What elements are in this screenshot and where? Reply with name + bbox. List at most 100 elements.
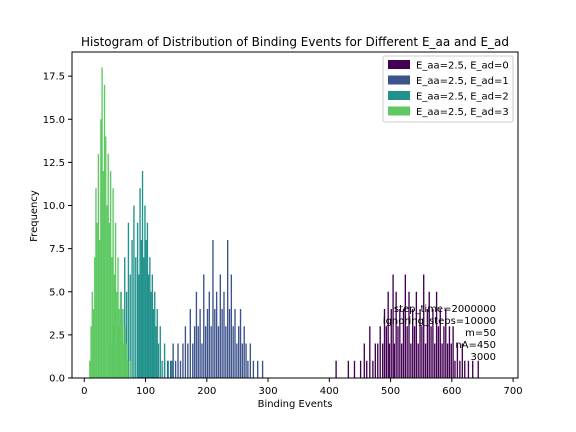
histogram-bar [379, 326, 381, 378]
histogram-bar [208, 291, 210, 378]
histogram-bar [187, 343, 189, 378]
legend-label: E_aa=2.5, E_ad=0 [416, 61, 509, 72]
histogram-bar [179, 360, 182, 378]
legend-swatch [388, 75, 410, 85]
histogram-bar [96, 222, 98, 378]
histogram-bar [105, 136, 107, 378]
legend-swatch [388, 91, 410, 100]
histogram-bar [154, 291, 156, 378]
y-axis-label: Frequency [29, 190, 40, 242]
y-tick-label: 2.5 [49, 330, 65, 341]
histogram-bar [435, 291, 438, 378]
histogram-bar [125, 343, 128, 378]
histogram-bar [247, 360, 249, 378]
histogram-bar [353, 360, 356, 378]
legend-box [382, 55, 514, 123]
histogram-bar [413, 326, 416, 378]
histogram-bar [152, 309, 155, 378]
histogram-bar [204, 326, 207, 378]
x-tick-label: 200 [197, 386, 216, 397]
histogram-bar [114, 222, 117, 378]
histogram-bar [261, 360, 264, 378]
histogram-bar [428, 291, 430, 378]
plot-area-frame [71, 51, 519, 379]
annotation-line-4: nA=450 [455, 340, 496, 351]
histogram-bar [141, 171, 144, 378]
histogram-bar [230, 274, 233, 378]
histogram-bar [359, 360, 362, 378]
histogram-bar [461, 343, 463, 378]
histogram-bar [203, 274, 205, 378]
histogram-bar [100, 119, 102, 379]
histogram-bar [129, 360, 131, 378]
histogram-bar [111, 257, 113, 378]
histogram-bar [122, 309, 124, 378]
histogram-bar [155, 326, 157, 378]
histogram-bar [201, 343, 203, 378]
histogram-bar [193, 326, 196, 378]
x-tick-label: 700 [504, 386, 523, 397]
histogram-bar [408, 291, 410, 378]
histogram-bar [430, 326, 432, 378]
histogram-bar [434, 343, 436, 378]
y-tick-label: 10.0 [43, 201, 65, 212]
histogram-bar [145, 240, 147, 378]
legend: E_aa=2.5, E_ad=0 E_aa=2.5, E_ad=1 E_aa=2.5… [382, 55, 514, 123]
histogram-bar [195, 291, 198, 378]
histogram-bar [372, 360, 374, 378]
histogram-bar [112, 188, 114, 378]
histogram-bar [450, 343, 452, 378]
histogram-bar [243, 326, 245, 378]
histogram-bar [400, 343, 403, 378]
chart-title: Histogram of Distribution of Binding Eve… [81, 35, 509, 49]
histogram-bar [377, 343, 379, 378]
annotation-line-3: m=50 [465, 328, 496, 339]
histogram-bar [432, 309, 434, 378]
histogram-bar [139, 188, 141, 378]
histogram-bar [131, 240, 133, 378]
histogram-bar [146, 222, 149, 378]
histogram-bar [129, 274, 131, 378]
x-tick-label: 500 [381, 386, 400, 397]
histogram-bar [387, 291, 389, 378]
legend-label: E_aa=2.5, E_ad=3 [416, 107, 509, 118]
histogram-bar [404, 274, 407, 378]
histogram-bar [423, 274, 425, 378]
histogram-bar [347, 360, 350, 378]
histogram-bar [415, 291, 418, 378]
histogram-bar [89, 360, 91, 378]
histogram-bar [167, 360, 169, 378]
histogram-bar [426, 309, 429, 378]
histogram-bar [192, 343, 194, 378]
histogram-bar [223, 291, 225, 378]
histogram-bar [419, 309, 421, 378]
histogram-bar [456, 343, 459, 378]
histogram-bar [388, 343, 391, 378]
histogram-bar [467, 360, 470, 378]
histogram-bar [454, 360, 456, 378]
histogram-bar [412, 309, 414, 378]
histogram-bar [116, 291, 118, 378]
histogram-bar [124, 326, 127, 378]
histogram-bar [228, 309, 231, 378]
histogram-bar [136, 222, 139, 378]
histogram-bar [197, 326, 199, 378]
histogram-bar [172, 343, 174, 378]
histogram-bar [106, 205, 108, 378]
histogram-bar [383, 309, 386, 378]
histogram-bar [397, 326, 399, 378]
histogram-bar [151, 274, 153, 378]
series-4-bars [89, 67, 131, 379]
histogram-bar [410, 343, 412, 378]
histogram-bar [161, 360, 163, 378]
histogram-bar [225, 326, 227, 378]
histogram-bar [417, 343, 419, 378]
histogram-bar [147, 274, 150, 378]
histogram-bar [156, 309, 158, 378]
histogram-bar [117, 257, 119, 378]
annotation-line-2: ignoring_steps=10000 [383, 316, 496, 327]
histogram-bar [125, 291, 128, 378]
histogram-bar [477, 360, 479, 378]
histogram-bar [144, 205, 146, 378]
